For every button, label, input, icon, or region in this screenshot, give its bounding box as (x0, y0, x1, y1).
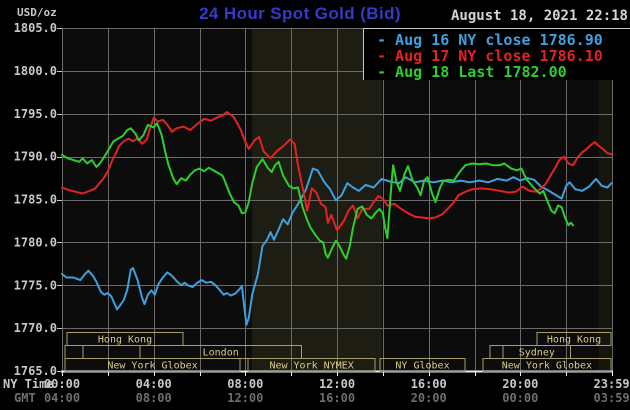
series-line-aug-16 (61, 167, 613, 326)
x-axis-tick-label-ny: 04:00 (136, 377, 172, 391)
legend-item: - Aug 16 NY close 1786.90 (377, 31, 603, 49)
x-axis-tick-label-ny: 23:59 (594, 377, 630, 391)
x-axis-tick-label-ny: 00:00 (44, 377, 80, 391)
y-axis-tick-label: 1785.0 (14, 193, 57, 207)
session-box-label: Hong Kong (547, 335, 601, 346)
y-axis-tick-label: 1775.0 (14, 278, 57, 292)
session-box-label: New York Globex (107, 361, 197, 372)
session-box-label: Sydney (519, 348, 555, 359)
session-shade-band (252, 28, 382, 371)
x-axis-tick-label-gmt: 08:00 (136, 391, 172, 405)
session-box (64, 358, 241, 372)
session-box (482, 358, 612, 372)
unit-label: USD/oz (17, 6, 57, 19)
chart-datetime: August 18, 2021 22:18 (450, 8, 628, 24)
y-axis-tick-label: 1765.0 (14, 364, 57, 378)
session-box (536, 332, 612, 346)
x-axis-tick-label-gmt: 16:00 (319, 391, 355, 405)
x-axis-tick-label-ny: 16:00 (411, 377, 447, 391)
session-box-label: Hong Kong (98, 335, 152, 346)
y-axis-tick-label: 1795.0 (14, 107, 57, 121)
session-box-label: London (203, 348, 239, 359)
session-box-label: New York NYMEX (269, 361, 353, 372)
chart-title: 24 Hour Spot Gold (Bid) (199, 4, 401, 23)
legend-item: - Aug 17 NY close 1786.10 (377, 47, 603, 65)
y-axis-tick-label: 1790.0 (14, 150, 57, 164)
y-axis-tick-label: 1770.0 (14, 321, 57, 335)
gmt-axis-label: GMT (14, 391, 36, 405)
session-box-label: New York Globex (502, 361, 592, 372)
legend-box: - Aug 16 NY close 1786.90- Aug 17 NY clo… (363, 28, 630, 80)
series-line-aug-18 (61, 122, 574, 260)
session-box-label: NY Globex (395, 361, 449, 372)
x-axis-tick-label-gmt: 20:00 (411, 391, 447, 405)
x-axis-tick-label-gmt: 04:00 (44, 391, 80, 405)
x-axis-tick-label-gmt: 00:00 (502, 391, 538, 405)
series-line-aug-17 (61, 111, 613, 232)
y-axis-tick-label: 1800.0 (14, 64, 57, 78)
x-axis-tick-label-ny: 12:00 (319, 377, 355, 391)
x-axis-tick-label-gmt: 03:59 (594, 391, 630, 405)
legend-item: - Aug 18 Last 1782.00 (377, 63, 567, 81)
ny-time-axis-label: NY Time (3, 377, 54, 391)
x-axis-tick-label-gmt: 12:00 (227, 391, 263, 405)
y-axis-tick-label: 1780.0 (14, 235, 57, 249)
x-axis-tick-label-ny: 08:00 (227, 377, 263, 391)
session-box (379, 358, 466, 372)
session-box (247, 358, 376, 372)
x-axis-tick-label-ny: 20:00 (502, 377, 538, 391)
y-axis-tick-label: 1805.0 (14, 21, 57, 35)
